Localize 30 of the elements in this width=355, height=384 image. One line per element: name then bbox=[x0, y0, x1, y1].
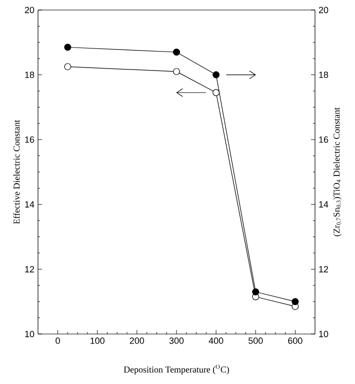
y2-tick-label: 12 bbox=[319, 266, 328, 272]
y-tick-label: 16 bbox=[25, 136, 34, 143]
x-tick-label: 400 bbox=[208, 338, 224, 344]
y2-tick-label: 20 bbox=[318, 6, 328, 14]
y-tick-label: 18 bbox=[25, 72, 34, 78]
y-tick-label: 10 bbox=[25, 330, 34, 338]
y2-tick-label: 14 bbox=[319, 201, 328, 208]
y2-tick-label: 18 bbox=[319, 72, 328, 78]
y-axis-title: Effective Dielectric Constant bbox=[13, 120, 20, 224]
y-tick-label: 14 bbox=[25, 201, 34, 208]
point bbox=[64, 44, 72, 51]
x-tick-label: 600 bbox=[288, 338, 302, 344]
point bbox=[64, 63, 72, 70]
x-tick-label: 300 bbox=[169, 338, 184, 344]
point bbox=[212, 89, 220, 96]
x-tick-label: 200 bbox=[130, 338, 144, 344]
point bbox=[252, 288, 260, 296]
y2-axis-title: (Zr$_{0.7}$Sn$_{0.3}$)TiO$_{4}$ Dielectric Constant bbox=[333, 107, 342, 236]
x-tick-label: 100 bbox=[90, 338, 104, 344]
y-tick-label: 12 bbox=[25, 266, 34, 272]
point bbox=[173, 68, 180, 76]
point bbox=[292, 298, 299, 306]
x-tick-label: 500 bbox=[248, 338, 263, 344]
y2-tick-label: 10 bbox=[319, 330, 328, 338]
point bbox=[212, 71, 220, 78]
point bbox=[173, 48, 180, 56]
x-axis-title: Deposition Temperature ($^{O}$C) bbox=[124, 364, 229, 374]
y-tick-label: 20 bbox=[24, 6, 34, 14]
x-tick-label: 0 bbox=[56, 338, 60, 344]
y2-tick-label: 16 bbox=[319, 136, 328, 143]
